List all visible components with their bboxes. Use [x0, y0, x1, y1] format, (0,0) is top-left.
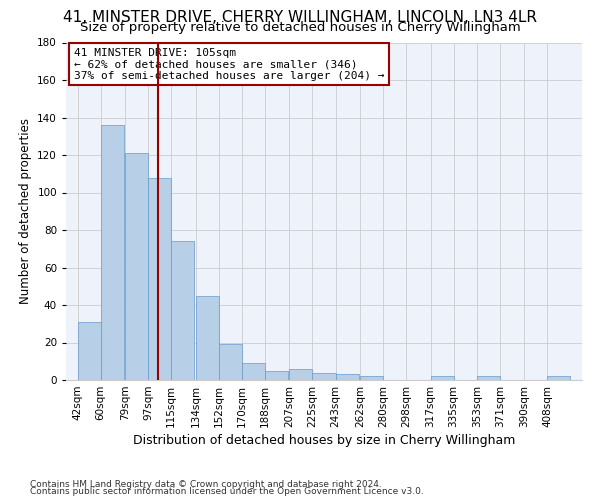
Bar: [431, 376, 454, 380]
Text: Contains HM Land Registry data © Crown copyright and database right 2024.: Contains HM Land Registry data © Crown c…: [30, 480, 382, 489]
Text: 41 MINSTER DRIVE: 105sqm
← 62% of detached houses are smaller (346)
37% of semi-: 41 MINSTER DRIVE: 105sqm ← 62% of detach…: [74, 48, 384, 81]
Bar: [219, 344, 242, 380]
Bar: [125, 153, 148, 380]
Bar: [477, 376, 500, 380]
Bar: [547, 376, 571, 380]
Bar: [335, 374, 359, 380]
Bar: [77, 322, 101, 380]
Y-axis label: Number of detached properties: Number of detached properties: [19, 118, 32, 304]
Bar: [360, 376, 383, 380]
Bar: [313, 372, 335, 380]
Bar: [148, 178, 171, 380]
X-axis label: Distribution of detached houses by size in Cherry Willingham: Distribution of detached houses by size …: [133, 434, 515, 447]
Bar: [265, 370, 288, 380]
Bar: [101, 125, 124, 380]
Text: Contains public sector information licensed under the Open Government Licence v3: Contains public sector information licen…: [30, 487, 424, 496]
Bar: [196, 296, 219, 380]
Bar: [242, 363, 265, 380]
Bar: [289, 369, 313, 380]
Text: Size of property relative to detached houses in Cherry Willingham: Size of property relative to detached ho…: [80, 21, 520, 34]
Text: 41, MINSTER DRIVE, CHERRY WILLINGHAM, LINCOLN, LN3 4LR: 41, MINSTER DRIVE, CHERRY WILLINGHAM, LI…: [63, 10, 537, 25]
Bar: [171, 242, 194, 380]
